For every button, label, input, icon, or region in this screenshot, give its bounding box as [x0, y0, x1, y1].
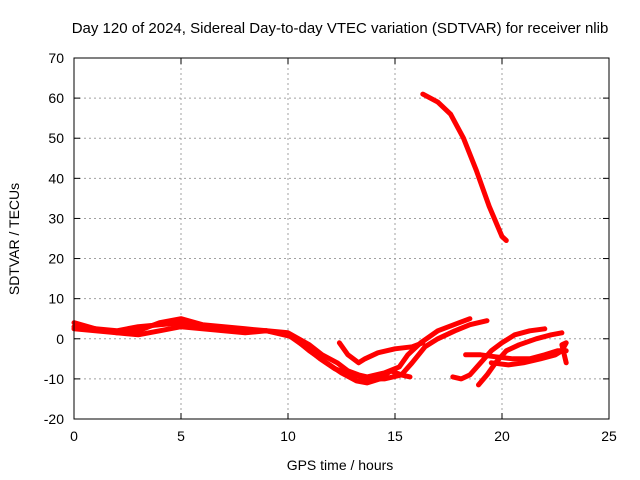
series-track-6 [450, 326, 548, 382]
y-tick-label: 20 [48, 251, 64, 267]
x-tick-label: 20 [494, 428, 510, 444]
axis-ticks: 0 5 10 15 20 25 -20 -10 0 10 20 30 40 50 60 70 [44, 50, 617, 444]
series-track-9 [488, 340, 569, 368]
series-track-8 [463, 348, 569, 362]
y-tick-label: 10 [48, 291, 64, 307]
x-tick-label: 0 [70, 428, 78, 444]
y-tick-label: 50 [48, 130, 64, 146]
series-track-4 [336, 340, 426, 366]
data-series-group [71, 91, 569, 388]
series-track-3 [71, 324, 413, 386]
y-axis-label: SDTVAR / TECUs [6, 183, 22, 295]
y-tick-label: 60 [48, 90, 64, 106]
y-tick-label: 30 [48, 210, 64, 226]
x-tick-label: 15 [387, 428, 403, 444]
series-track-7 [476, 330, 565, 388]
gridlines [74, 58, 609, 419]
chart-title: Day 120 of 2024, Sidereal Day-to-day VTE… [72, 20, 609, 37]
x-tick-label: 25 [601, 428, 617, 444]
y-tick-label: 70 [48, 50, 64, 66]
y-tick-label: 0 [56, 331, 64, 347]
y-tick-label: -10 [44, 371, 64, 387]
x-axis-label: GPS time / hours [287, 457, 394, 473]
x-tick-label: 10 [280, 428, 296, 444]
y-tick-label: 40 [48, 170, 64, 186]
y-tick-label: -20 [44, 411, 64, 427]
series-track-5 [420, 91, 509, 243]
plot-frame [73, 57, 610, 420]
x-tick-label: 5 [177, 428, 185, 444]
